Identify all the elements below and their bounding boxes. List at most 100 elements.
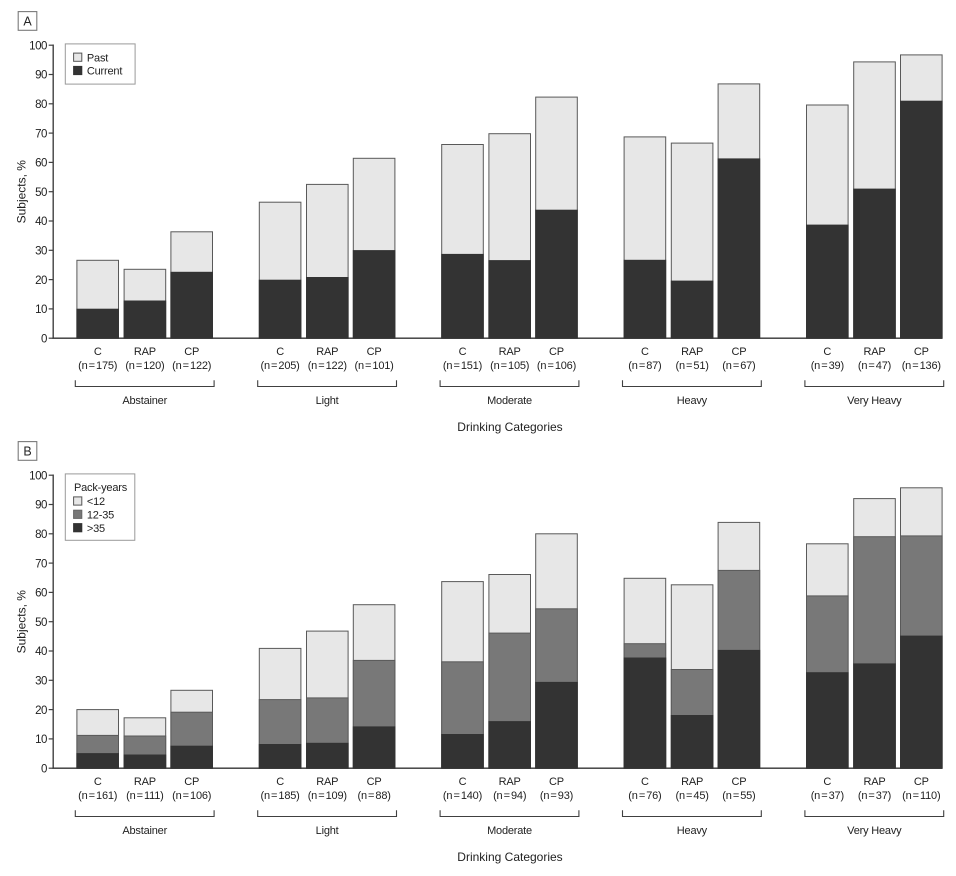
svg-text:(n = 37): (n = 37) bbox=[811, 790, 844, 802]
svg-text:C: C bbox=[459, 776, 467, 788]
svg-text:C: C bbox=[276, 346, 284, 358]
svg-text:0: 0 bbox=[41, 333, 47, 345]
svg-text:RAP: RAP bbox=[499, 776, 521, 788]
svg-text:C: C bbox=[641, 776, 649, 788]
svg-text:Light: Light bbox=[316, 825, 339, 837]
svg-text:C: C bbox=[94, 776, 102, 788]
svg-text:(n = 151): (n = 151) bbox=[443, 360, 482, 372]
svg-text:90: 90 bbox=[35, 70, 47, 82]
svg-text:20: 20 bbox=[35, 275, 47, 287]
svg-text:CP: CP bbox=[367, 776, 382, 788]
svg-text:C: C bbox=[276, 776, 284, 788]
svg-text:(n = 110): (n = 110) bbox=[902, 790, 940, 802]
svg-text:70: 70 bbox=[35, 128, 47, 140]
svg-text:0: 0 bbox=[41, 763, 47, 775]
svg-text:Past: Past bbox=[87, 52, 108, 64]
svg-text:CP: CP bbox=[184, 776, 199, 788]
svg-text:Drinking Categories: Drinking Categories bbox=[457, 420, 562, 434]
svg-text:Pack-years: Pack-years bbox=[74, 482, 128, 494]
svg-text:(n = 109): (n = 109) bbox=[308, 790, 347, 802]
svg-text:60: 60 bbox=[35, 158, 47, 170]
svg-text:CP: CP bbox=[731, 346, 746, 358]
svg-text:40: 40 bbox=[35, 216, 47, 228]
svg-text:CP: CP bbox=[549, 776, 564, 788]
svg-text:C: C bbox=[641, 346, 649, 358]
svg-text:C: C bbox=[94, 346, 102, 358]
svg-text:60: 60 bbox=[35, 588, 47, 600]
svg-text:50: 50 bbox=[35, 187, 47, 199]
svg-text:(n = 175): (n = 175) bbox=[78, 360, 117, 372]
svg-text:10: 10 bbox=[35, 734, 47, 746]
svg-text:Very Heavy: Very Heavy bbox=[847, 825, 902, 837]
svg-text:RAP: RAP bbox=[681, 346, 703, 358]
svg-text:Moderate: Moderate bbox=[487, 825, 532, 837]
svg-text:Heavy: Heavy bbox=[677, 825, 708, 837]
svg-text:(n = 39): (n = 39) bbox=[811, 360, 844, 372]
svg-text:Moderate: Moderate bbox=[487, 395, 532, 407]
svg-text:20: 20 bbox=[35, 705, 47, 717]
svg-text:Current: Current bbox=[87, 66, 122, 78]
svg-text:Heavy: Heavy bbox=[677, 395, 708, 407]
svg-text:50: 50 bbox=[35, 617, 47, 629]
svg-text:(n = 185): (n = 185) bbox=[261, 790, 300, 802]
svg-text:(n = 67): (n = 67) bbox=[722, 360, 755, 372]
svg-text:RAP: RAP bbox=[499, 346, 521, 358]
svg-text:<12: <12 bbox=[87, 496, 105, 508]
svg-text:100: 100 bbox=[29, 470, 47, 482]
svg-text:(n = 136): (n = 136) bbox=[902, 360, 941, 372]
svg-text:(n = 140): (n = 140) bbox=[443, 790, 482, 802]
svg-text:(n = 122): (n = 122) bbox=[172, 360, 211, 372]
svg-text:Very Heavy: Very Heavy bbox=[847, 395, 902, 407]
svg-text:Abstainer: Abstainer bbox=[122, 825, 167, 837]
svg-text:80: 80 bbox=[35, 99, 47, 111]
svg-text:C: C bbox=[823, 346, 831, 358]
svg-text:RAP: RAP bbox=[316, 776, 338, 788]
svg-text:RAP: RAP bbox=[134, 776, 156, 788]
svg-text:CP: CP bbox=[914, 346, 929, 358]
svg-text:(n = 111): (n = 111) bbox=[126, 790, 164, 802]
svg-text:30: 30 bbox=[35, 246, 47, 258]
svg-text:10: 10 bbox=[35, 304, 47, 316]
svg-text:C: C bbox=[823, 776, 831, 788]
svg-text:(n = 87): (n = 87) bbox=[628, 360, 661, 372]
svg-text:(n = 37): (n = 37) bbox=[858, 790, 891, 802]
svg-text:Abstainer: Abstainer bbox=[122, 395, 167, 407]
svg-text:RAP: RAP bbox=[134, 346, 156, 358]
svg-text:90: 90 bbox=[35, 500, 47, 512]
svg-text:40: 40 bbox=[35, 646, 47, 658]
svg-text:(n = 55): (n = 55) bbox=[722, 790, 755, 802]
svg-text:(n = 205): (n = 205) bbox=[261, 360, 300, 372]
svg-text:12-35: 12-35 bbox=[87, 510, 114, 522]
svg-text:(n = 101): (n = 101) bbox=[355, 360, 394, 372]
svg-text:RAP: RAP bbox=[681, 776, 703, 788]
svg-text:C: C bbox=[459, 346, 467, 358]
svg-text:RAP: RAP bbox=[863, 776, 885, 788]
svg-text:30: 30 bbox=[35, 676, 47, 688]
svg-text:RAP: RAP bbox=[863, 346, 885, 358]
svg-text:Subjects, %: Subjects, % bbox=[15, 160, 29, 224]
svg-text:CP: CP bbox=[914, 776, 929, 788]
svg-text:80: 80 bbox=[35, 529, 47, 541]
svg-text:(n = 76): (n = 76) bbox=[628, 790, 661, 802]
svg-text:>35: >35 bbox=[87, 523, 105, 535]
svg-text:(n = 106): (n = 106) bbox=[537, 360, 576, 372]
svg-text:B: B bbox=[23, 445, 31, 459]
svg-text:(n = 120): (n = 120) bbox=[125, 360, 164, 372]
svg-text:(n = 105): (n = 105) bbox=[490, 360, 529, 372]
svg-text:CP: CP bbox=[731, 776, 746, 788]
svg-text:(n = 94): (n = 94) bbox=[493, 790, 526, 802]
svg-text:(n = 106): (n = 106) bbox=[172, 790, 211, 802]
svg-text:(n = 122): (n = 122) bbox=[308, 360, 347, 372]
svg-text:Light: Light bbox=[316, 395, 339, 407]
svg-text:(n = 51): (n = 51) bbox=[675, 360, 708, 372]
svg-text:(n = 93): (n = 93) bbox=[540, 790, 573, 802]
svg-text:CP: CP bbox=[184, 346, 199, 358]
svg-text:Subjects, %: Subjects, % bbox=[15, 590, 29, 654]
svg-text:CP: CP bbox=[549, 346, 564, 358]
svg-text:100: 100 bbox=[29, 40, 47, 52]
svg-text:(n = 47): (n = 47) bbox=[858, 360, 891, 372]
svg-text:A: A bbox=[23, 15, 32, 29]
svg-text:RAP: RAP bbox=[316, 346, 338, 358]
svg-text:70: 70 bbox=[35, 558, 47, 570]
svg-text:(n = 45): (n = 45) bbox=[675, 790, 708, 802]
